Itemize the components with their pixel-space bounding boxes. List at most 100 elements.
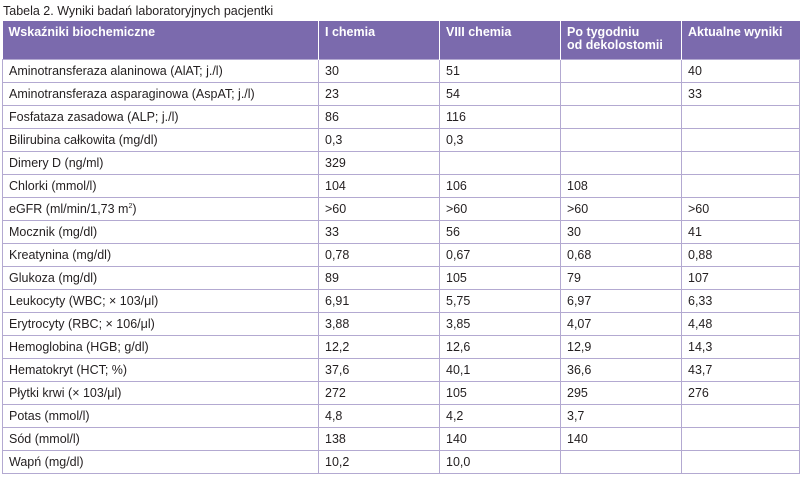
value-after-week: 108 — [560, 174, 682, 198]
value-current — [681, 427, 800, 451]
value-chemo-1: 272 — [318, 381, 440, 405]
indicator-label-text: Wapń (mg/dl) — [9, 455, 84, 469]
value-chemo-8: 54 — [439, 82, 561, 106]
value-chemo-8 — [439, 151, 561, 175]
value-after-week: 36,6 — [560, 358, 682, 382]
value-chemo-1: 10,2 — [318, 450, 440, 474]
value-current: 33 — [681, 82, 800, 106]
table-row: Płytki krwi (× 103/μl) 272 105 295 276 — [2, 381, 800, 405]
table-row: Bilirubina całkowita (mg/dl) 0,3 0,3 — [2, 128, 800, 152]
value-chemo-8: 106 — [439, 174, 561, 198]
indicator-label-text: Aminotransferaza asparaginowa (AspAT; j.… — [9, 87, 255, 101]
value-after-week: 12,9 — [560, 335, 682, 359]
table-row: eGFR (ml/min/1,73 m2) >60 >60 >60 >60 — [2, 197, 800, 221]
indicator-label: Hemoglobina (HGB; g/dl) — [2, 335, 319, 359]
table-row: Glukoza (mg/dl) 89 105 79 107 — [2, 266, 800, 290]
header-after-week-line1: Po tygodniu — [567, 25, 640, 39]
indicator-label-superscript: 2 — [128, 202, 133, 210]
value-chemo-8: 140 — [439, 427, 561, 451]
indicator-label: Fosfataza zasadowa (ALP; j./l) — [2, 105, 319, 129]
value-current: 43,7 — [681, 358, 800, 382]
indicator-label: Potas (mmol/l) — [2, 404, 319, 428]
indicator-label: eGFR (ml/min/1,73 m2) — [2, 197, 319, 221]
indicator-label-text: Hemoglobina (HGB; g/dl) — [9, 340, 149, 354]
header-chemo-8: VIII chemia — [439, 21, 561, 60]
indicator-label-text: Aminotransferaza alaninowa (AlAT; j./l) — [9, 64, 223, 78]
value-current: 40 — [681, 59, 800, 83]
value-chemo-8: 3,85 — [439, 312, 561, 336]
value-chemo-8: 116 — [439, 105, 561, 129]
indicator-label-text: Glukoza (mg/dl) — [9, 271, 98, 285]
indicator-label: Chlorki (mmol/l) — [2, 174, 319, 198]
indicator-label: Aminotransferaza asparaginowa (AspAT; j.… — [2, 82, 319, 106]
value-after-week: 79 — [560, 266, 682, 290]
indicator-label-suffix: ) — [132, 202, 137, 216]
value-after-week — [560, 128, 682, 152]
value-chemo-1: 6,91 — [318, 289, 440, 313]
value-chemo-8: 40,1 — [439, 358, 561, 382]
value-after-week — [560, 450, 682, 474]
indicator-label: Erytrocyty (RBC; × 106/μl) — [2, 312, 319, 336]
value-after-week — [560, 82, 682, 106]
value-chemo-8: 4,2 — [439, 404, 561, 428]
indicator-label: Aminotransferaza alaninowa (AlAT; j./l) — [2, 59, 319, 83]
header-chemo-1: I chemia — [318, 21, 440, 60]
value-current — [681, 151, 800, 175]
value-chemo-8: 51 — [439, 59, 561, 83]
table-row: Hemoglobina (HGB; g/dl) 12,2 12,6 12,9 14,3 — [2, 335, 800, 359]
value-chemo-1: >60 — [318, 197, 440, 221]
indicator-label: Płytki krwi (× 103/μl) — [2, 381, 319, 405]
indicator-label-text: Sód (mmol/l) — [9, 432, 80, 446]
value-chemo-1: 23 — [318, 82, 440, 106]
value-current: 276 — [681, 381, 800, 405]
value-chemo-8: 105 — [439, 381, 561, 405]
value-current — [681, 404, 800, 428]
value-chemo-1: 12,2 — [318, 335, 440, 359]
indicator-label-text: Leukocyty (WBC; × 103/μl) — [9, 294, 159, 308]
value-chemo-1: 4,8 — [318, 404, 440, 428]
value-after-week: >60 — [560, 197, 682, 221]
indicator-label-text: Kreatynina (mg/dl) — [9, 248, 112, 262]
value-after-week: 6,97 — [560, 289, 682, 313]
indicator-label: Hematokryt (HCT; %) — [2, 358, 319, 382]
header-after-week-line2: od dekolostomii — [567, 38, 663, 52]
value-chemo-8: 5,75 — [439, 289, 561, 313]
header-current: Aktualne wyniki — [681, 21, 800, 60]
value-current — [681, 450, 800, 474]
value-chemo-1: 37,6 — [318, 358, 440, 382]
indicator-label: Glukoza (mg/dl) — [2, 266, 319, 290]
value-current: 41 — [681, 220, 800, 244]
indicator-label: Sód (mmol/l) — [2, 427, 319, 451]
value-chemo-1: 33 — [318, 220, 440, 244]
value-after-week: 4,07 — [560, 312, 682, 336]
indicator-label: Dimery D (ng/ml) — [2, 151, 319, 175]
table-row: Erytrocyty (RBC; × 106/μl) 3,88 3,85 4,07 4,… — [2, 312, 800, 336]
value-chemo-1: 30 — [318, 59, 440, 83]
value-current: 6,33 — [681, 289, 800, 313]
indicator-label: Bilirubina całkowita (mg/dl) — [2, 128, 319, 152]
value-current — [681, 174, 800, 198]
value-after-week: 140 — [560, 427, 682, 451]
value-after-week — [560, 59, 682, 83]
indicator-label: Kreatynina (mg/dl) — [2, 243, 319, 267]
header-indicators: Wskaźniki biochemiczne — [2, 21, 319, 60]
table-row: Wapń (mg/dl) 10,2 10,0 — [2, 450, 800, 474]
value-after-week: 0,68 — [560, 243, 682, 267]
value-after-week — [560, 105, 682, 129]
value-current: 107 — [681, 266, 800, 290]
indicator-label-text: Bilirubina całkowita (mg/dl) — [9, 133, 158, 147]
value-chemo-1: 89 — [318, 266, 440, 290]
value-chemo-1: 138 — [318, 427, 440, 451]
indicator-label-text: Hematokryt (HCT; %) — [9, 363, 128, 377]
lab-results-table: Wskaźniki biochemiczne I chemia VIII che… — [2, 21, 800, 474]
indicator-label-text: Chlorki (mmol/l) — [9, 179, 97, 193]
indicator-label-text: eGFR (ml/min/1,73 m — [9, 202, 129, 216]
value-current: 4,48 — [681, 312, 800, 336]
header-row: Wskaźniki biochemiczne I chemia VIII che… — [2, 21, 800, 60]
value-chemo-8: 10,0 — [439, 450, 561, 474]
indicator-label-text: Potas (mmol/l) — [9, 409, 90, 423]
table-row: Chlorki (mmol/l) 104 106 108 — [2, 174, 800, 198]
value-chemo-1: 0,3 — [318, 128, 440, 152]
table-row: Potas (mmol/l) 4,8 4,2 3,7 — [2, 404, 800, 428]
value-chemo-1: 3,88 — [318, 312, 440, 336]
